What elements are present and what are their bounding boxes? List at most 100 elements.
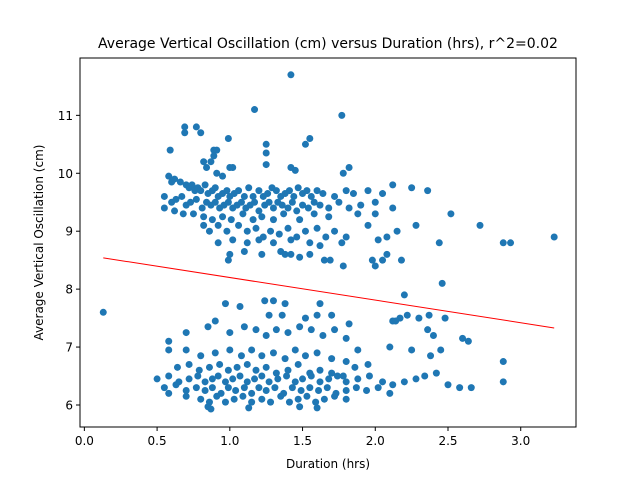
data-point xyxy=(424,326,432,334)
data-point xyxy=(421,372,429,380)
data-point xyxy=(243,239,251,247)
data-point xyxy=(331,392,339,400)
data-point xyxy=(194,372,202,380)
data-point xyxy=(179,210,187,218)
data-point xyxy=(258,372,266,380)
data-point xyxy=(354,210,362,218)
data-point xyxy=(197,187,205,195)
data-point xyxy=(204,323,212,331)
data-point xyxy=(429,331,437,339)
data-point xyxy=(251,198,259,206)
data-point xyxy=(296,323,304,331)
data-point xyxy=(313,404,321,412)
x-axis-label: Duration (hrs) xyxy=(286,457,370,471)
data-point xyxy=(255,384,263,392)
data-point xyxy=(211,184,219,192)
data-point xyxy=(296,253,304,261)
data-point xyxy=(208,216,216,224)
data-point xyxy=(293,233,301,241)
data-point xyxy=(200,158,208,166)
data-point xyxy=(284,204,292,212)
data-point xyxy=(331,227,339,235)
data-point xyxy=(197,129,205,137)
data-point xyxy=(364,187,372,195)
data-point xyxy=(322,233,330,241)
data-point xyxy=(272,326,280,334)
data-point xyxy=(232,387,240,395)
data-point xyxy=(221,398,229,406)
data-point xyxy=(284,329,292,337)
data-point xyxy=(197,395,205,403)
data-point xyxy=(165,172,173,180)
data-point xyxy=(299,375,307,383)
data-point xyxy=(326,256,334,264)
data-point xyxy=(214,239,222,247)
data-point xyxy=(269,349,277,357)
data-point xyxy=(345,320,353,328)
data-point xyxy=(278,311,286,319)
data-point xyxy=(320,256,328,264)
data-point xyxy=(441,314,449,322)
data-point xyxy=(278,201,286,209)
data-point xyxy=(307,192,315,200)
data-point xyxy=(262,387,270,395)
data-point xyxy=(165,389,173,397)
data-point xyxy=(325,375,333,383)
data-point xyxy=(189,210,197,218)
x-tick-label: 1.0 xyxy=(220,434,239,448)
data-point xyxy=(383,250,391,258)
data-point xyxy=(467,384,475,392)
data-point xyxy=(288,198,296,206)
data-point xyxy=(408,184,416,192)
data-point xyxy=(99,308,107,316)
data-point xyxy=(252,224,260,232)
regression-line xyxy=(103,257,555,329)
data-point xyxy=(213,146,221,154)
data-point xyxy=(230,395,238,403)
data-point xyxy=(251,106,259,114)
data-point xyxy=(400,378,408,386)
data-point xyxy=(213,392,221,400)
data-point xyxy=(261,297,269,305)
data-point xyxy=(306,239,314,247)
data-point xyxy=(243,378,251,386)
data-point xyxy=(269,216,277,224)
data-point xyxy=(310,198,318,206)
data-point xyxy=(301,352,309,360)
data-point xyxy=(320,395,328,403)
data-point xyxy=(306,250,314,258)
data-point xyxy=(371,210,379,218)
data-point xyxy=(198,204,206,212)
x-tick-label: 0.0 xyxy=(75,434,94,448)
data-point xyxy=(216,360,224,368)
data-point xyxy=(342,358,350,366)
data-point xyxy=(237,352,245,360)
data-point xyxy=(275,230,283,238)
data-point xyxy=(272,187,280,195)
data-point xyxy=(221,300,229,308)
x-tick-label: 0.5 xyxy=(148,434,167,448)
data-point xyxy=(262,140,270,148)
data-point xyxy=(223,187,231,195)
data-point xyxy=(160,384,168,392)
data-point xyxy=(345,204,353,212)
data-point xyxy=(371,262,379,270)
data-point xyxy=(224,135,232,143)
data-point xyxy=(331,192,339,200)
data-point xyxy=(178,192,186,200)
data-point xyxy=(192,123,200,131)
data-point xyxy=(287,71,295,79)
data-point xyxy=(181,123,189,131)
data-point xyxy=(221,378,229,386)
data-point xyxy=(335,198,343,206)
data-point xyxy=(153,375,161,383)
data-point xyxy=(192,384,200,392)
data-point xyxy=(288,384,296,392)
data-point xyxy=(229,236,237,244)
data-point xyxy=(328,311,336,319)
data-point xyxy=(205,227,213,235)
data-point xyxy=(252,366,260,374)
data-point xyxy=(203,163,211,171)
data-point xyxy=(271,384,279,392)
